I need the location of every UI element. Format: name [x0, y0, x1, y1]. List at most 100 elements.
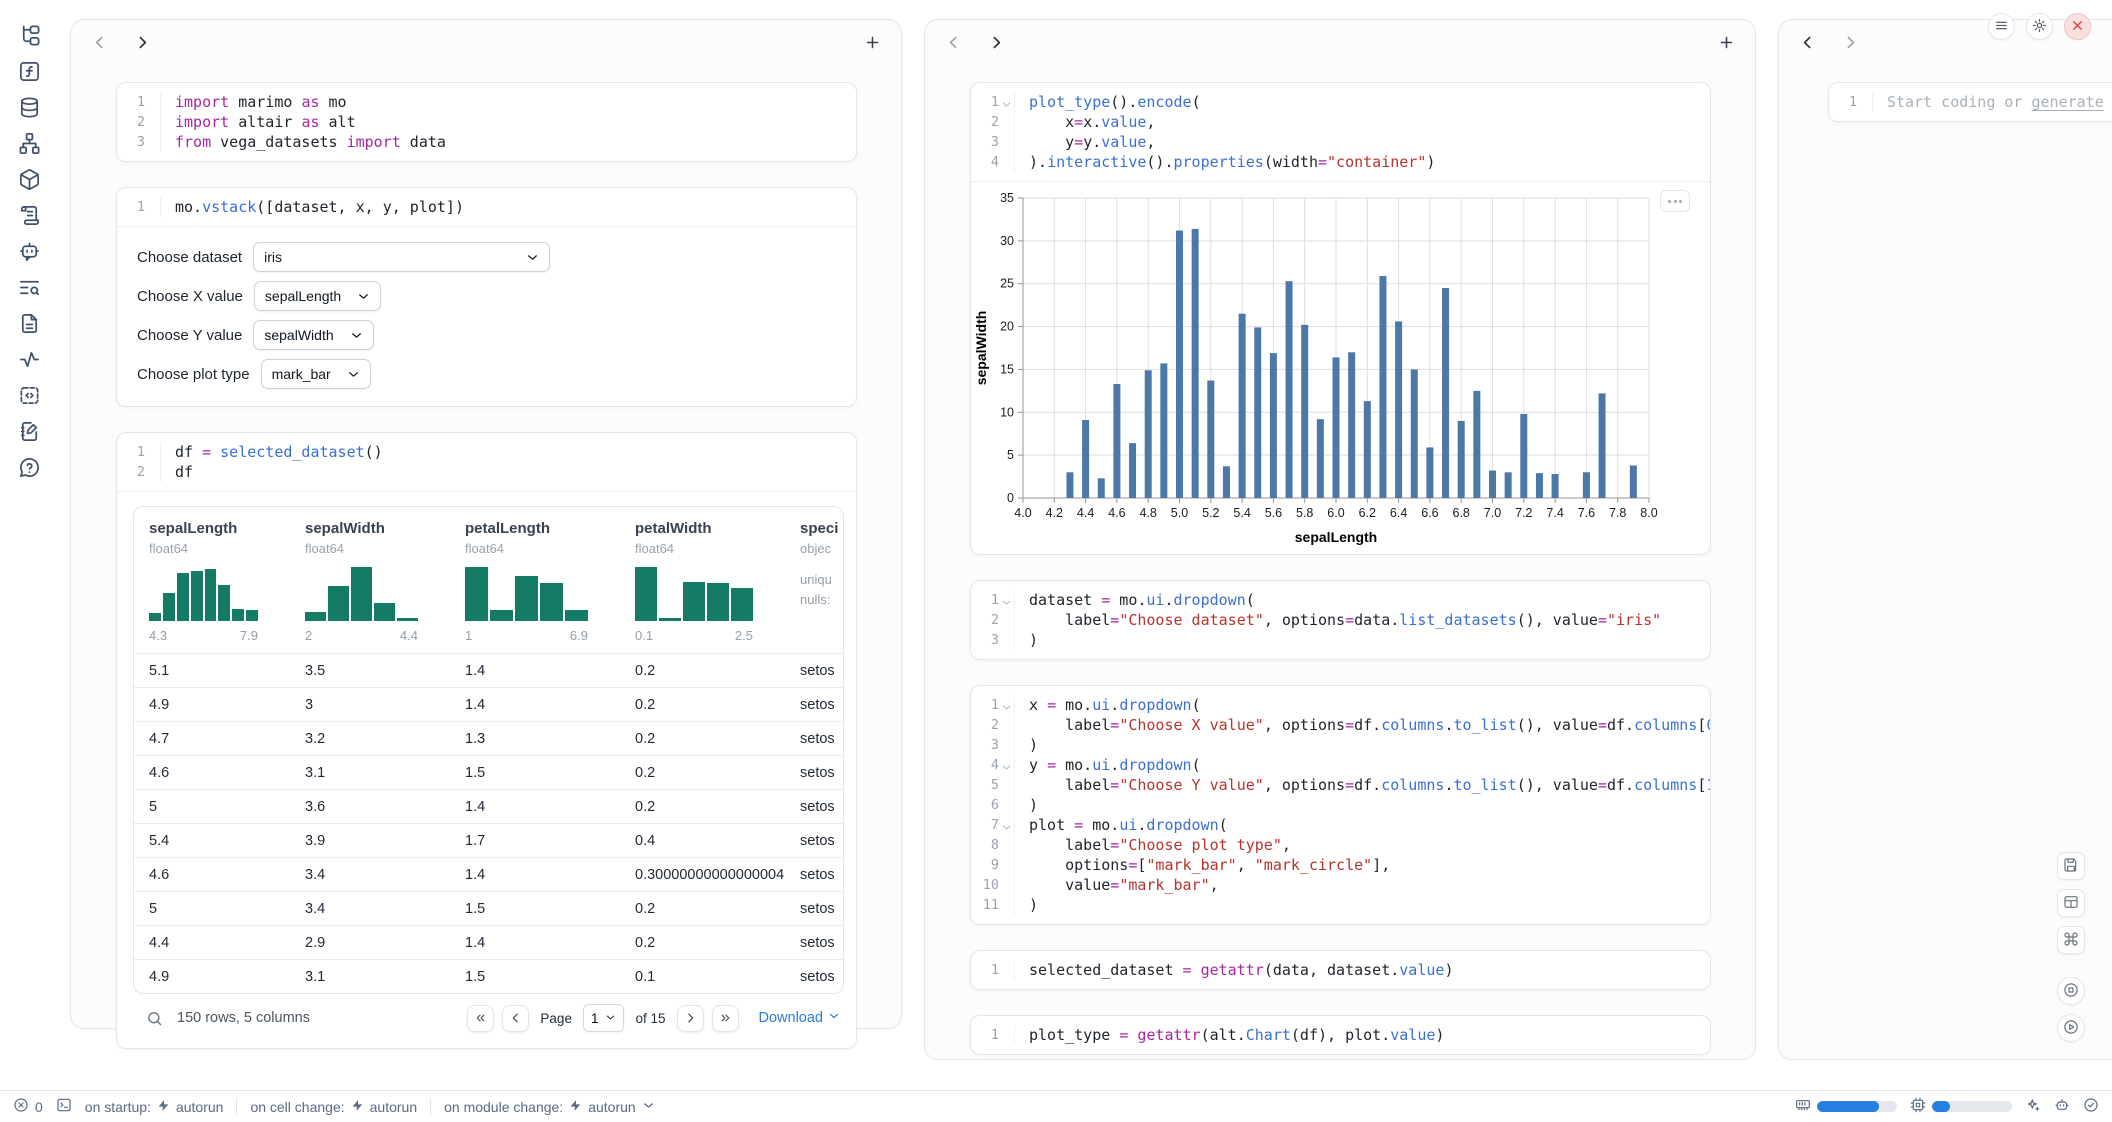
- database-icon[interactable]: [18, 96, 41, 119]
- fold-icon[interactable]: [1001, 96, 1012, 107]
- fold-icon[interactable]: [1001, 594, 1012, 605]
- code-snippet-icon[interactable]: [18, 384, 41, 407]
- ai-assist-button[interactable]: [2025, 1097, 2041, 1116]
- code-editor[interactable]: 1mo.vstack([dataset, x, y, plot]): [117, 188, 856, 226]
- save-icon: [2063, 857, 2079, 876]
- column-back-icon[interactable]: [945, 34, 962, 51]
- code-line: ): [1015, 735, 1710, 755]
- play-circle-icon: [2063, 1019, 2079, 1038]
- code-line: selected_dataset = getattr(data, dataset…: [1015, 960, 1710, 980]
- svg-text:35: 35: [1000, 191, 1014, 205]
- column-forward-icon[interactable]: [1842, 34, 1859, 51]
- chart-menu-button[interactable]: [1660, 190, 1690, 212]
- memory-usage: [1795, 1097, 1897, 1116]
- add-cell-icon[interactable]: [1718, 34, 1735, 51]
- generate-link[interactable]: generate: [2032, 93, 2104, 111]
- code-editor[interactable]: 1plot_type = getattr(alt.Chart(df), plot…: [971, 1016, 1710, 1054]
- table-cell: 0.2: [620, 697, 785, 713]
- help-circle-icon[interactable]: [18, 456, 41, 479]
- x-circle-icon: [13, 1097, 29, 1116]
- file-tree-icon[interactable]: [18, 24, 41, 47]
- code-editor[interactable]: 1 Start coding or generate with AI: [1829, 83, 2112, 121]
- table-row: 4.63.41.40.30000000000000004setos: [134, 857, 843, 891]
- column-forward-icon[interactable]: [988, 34, 1005, 51]
- first-page-button[interactable]: [467, 1005, 494, 1032]
- function-square-icon[interactable]: [18, 60, 41, 83]
- code-editor[interactable]: 1df = selected_dataset()2df: [117, 433, 856, 491]
- line-number: 1: [971, 92, 1015, 112]
- code-editor[interactable]: 1plot_type().encode(2 x=x.value,3 y=y.va…: [971, 83, 1710, 181]
- code-line: x = mo.ui.dropdown(: [1015, 695, 1710, 715]
- code-editor[interactable]: 1dataset = mo.ui.dropdown(2 label="Choos…: [971, 581, 1710, 659]
- run-button[interactable]: [2057, 1014, 2085, 1042]
- table-cell: 1.4: [450, 799, 620, 815]
- bar-chart[interactable]: 4.04.24.44.64.85.05.25.45.65.86.06.26.46…: [971, 182, 1711, 554]
- column-forward-icon[interactable]: [134, 34, 151, 51]
- column-header[interactable]: petalWidthfloat640.12.5: [620, 520, 785, 643]
- command-palette-button[interactable]: [2057, 926, 2085, 954]
- zap-icon: [569, 1099, 582, 1115]
- fold-icon[interactable]: [1001, 699, 1012, 710]
- search-icon[interactable]: [146, 1010, 163, 1027]
- column-back-icon[interactable]: [91, 34, 108, 51]
- code-editor[interactable]: 1selected_dataset = getattr(data, datase…: [971, 951, 1710, 989]
- svg-text:5.6: 5.6: [1265, 506, 1282, 520]
- table-cell: 3.4: [290, 867, 450, 883]
- column-header[interactable]: sepalLengthfloat644.37.9: [134, 520, 290, 643]
- dropdown-select[interactable]: sepalWidth: [253, 320, 373, 350]
- line-number: 1: [117, 92, 161, 112]
- dropdown-select[interactable]: sepalLength: [254, 281, 381, 311]
- table-cell: 0.2: [620, 731, 785, 747]
- svg-text:15: 15: [1000, 362, 1014, 376]
- runtime-config-item[interactable]: on cell change:autorun: [250, 1099, 417, 1115]
- column-header[interactable]: speciobjecuniqunulls:: [785, 520, 844, 643]
- fold-icon[interactable]: [1001, 759, 1012, 770]
- line-number: 4: [971, 755, 1015, 775]
- dropdown-select[interactable]: mark_bar: [261, 359, 371, 389]
- column-histogram: [465, 567, 588, 621]
- control-row: Choose datasetiris: [137, 242, 836, 272]
- download-button[interactable]: Download: [759, 1010, 841, 1026]
- file-text-icon[interactable]: [18, 312, 41, 335]
- svg-text:sepalLength: sepalLength: [1295, 529, 1377, 545]
- code-editor[interactable]: 1import marimo as mo2import altair as al…: [117, 83, 856, 161]
- error-count[interactable]: 0: [13, 1097, 43, 1116]
- fold-icon[interactable]: [1001, 819, 1012, 830]
- dropdown-select[interactable]: iris: [253, 242, 550, 272]
- save-button[interactable]: [2057, 852, 2085, 880]
- table-cell: 0.2: [620, 935, 785, 951]
- package-icon[interactable]: [18, 168, 41, 191]
- copilot-button[interactable]: [2054, 1097, 2070, 1116]
- bot-message-icon[interactable]: [18, 240, 41, 263]
- scroll-text-icon[interactable]: [18, 204, 41, 227]
- workflow-icon[interactable]: [18, 132, 41, 155]
- list-search-icon[interactable]: [18, 276, 41, 299]
- next-page-button[interactable]: [677, 1005, 704, 1032]
- chevron-down-icon: [642, 1099, 655, 1115]
- code-editor[interactable]: 1x = mo.ui.dropdown(2 label="Choose X va…: [971, 686, 1710, 924]
- column-header[interactable]: sepalWidthfloat6424.4: [290, 520, 450, 643]
- layout-button[interactable]: [2057, 889, 2085, 917]
- last-page-button[interactable]: [712, 1005, 739, 1032]
- activity-icon[interactable]: [18, 348, 41, 371]
- notebook-pen-icon[interactable]: [18, 420, 41, 443]
- empty-cell: 1 Start coding or generate with AI: [1828, 82, 2112, 122]
- table-row: 53.61.40.2setos: [134, 789, 843, 823]
- terminal-button[interactable]: [56, 1097, 72, 1116]
- svg-text:7.8: 7.8: [1609, 506, 1626, 520]
- menu-button[interactable]: [1988, 13, 2015, 40]
- shutdown-button[interactable]: [2064, 13, 2091, 40]
- runtime-config-item[interactable]: on startup:autorun: [85, 1099, 224, 1115]
- column-header[interactable]: petalLengthfloat6416.9: [450, 520, 620, 643]
- column-back-icon[interactable]: [1799, 34, 1816, 51]
- control-row: Choose plot typemark_bar: [137, 359, 836, 389]
- add-cell-icon[interactable]: [864, 34, 881, 51]
- connection-status[interactable]: [2083, 1097, 2099, 1116]
- settings-button[interactable]: [2026, 13, 2053, 40]
- line-number: 6: [971, 795, 1015, 815]
- page-select[interactable]: 1: [583, 1004, 625, 1032]
- stop-button[interactable]: [2057, 977, 2085, 1005]
- prev-page-button[interactable]: [502, 1005, 529, 1032]
- runtime-config-item[interactable]: on module change:autorun: [444, 1099, 655, 1115]
- code-line: ): [1015, 630, 1710, 650]
